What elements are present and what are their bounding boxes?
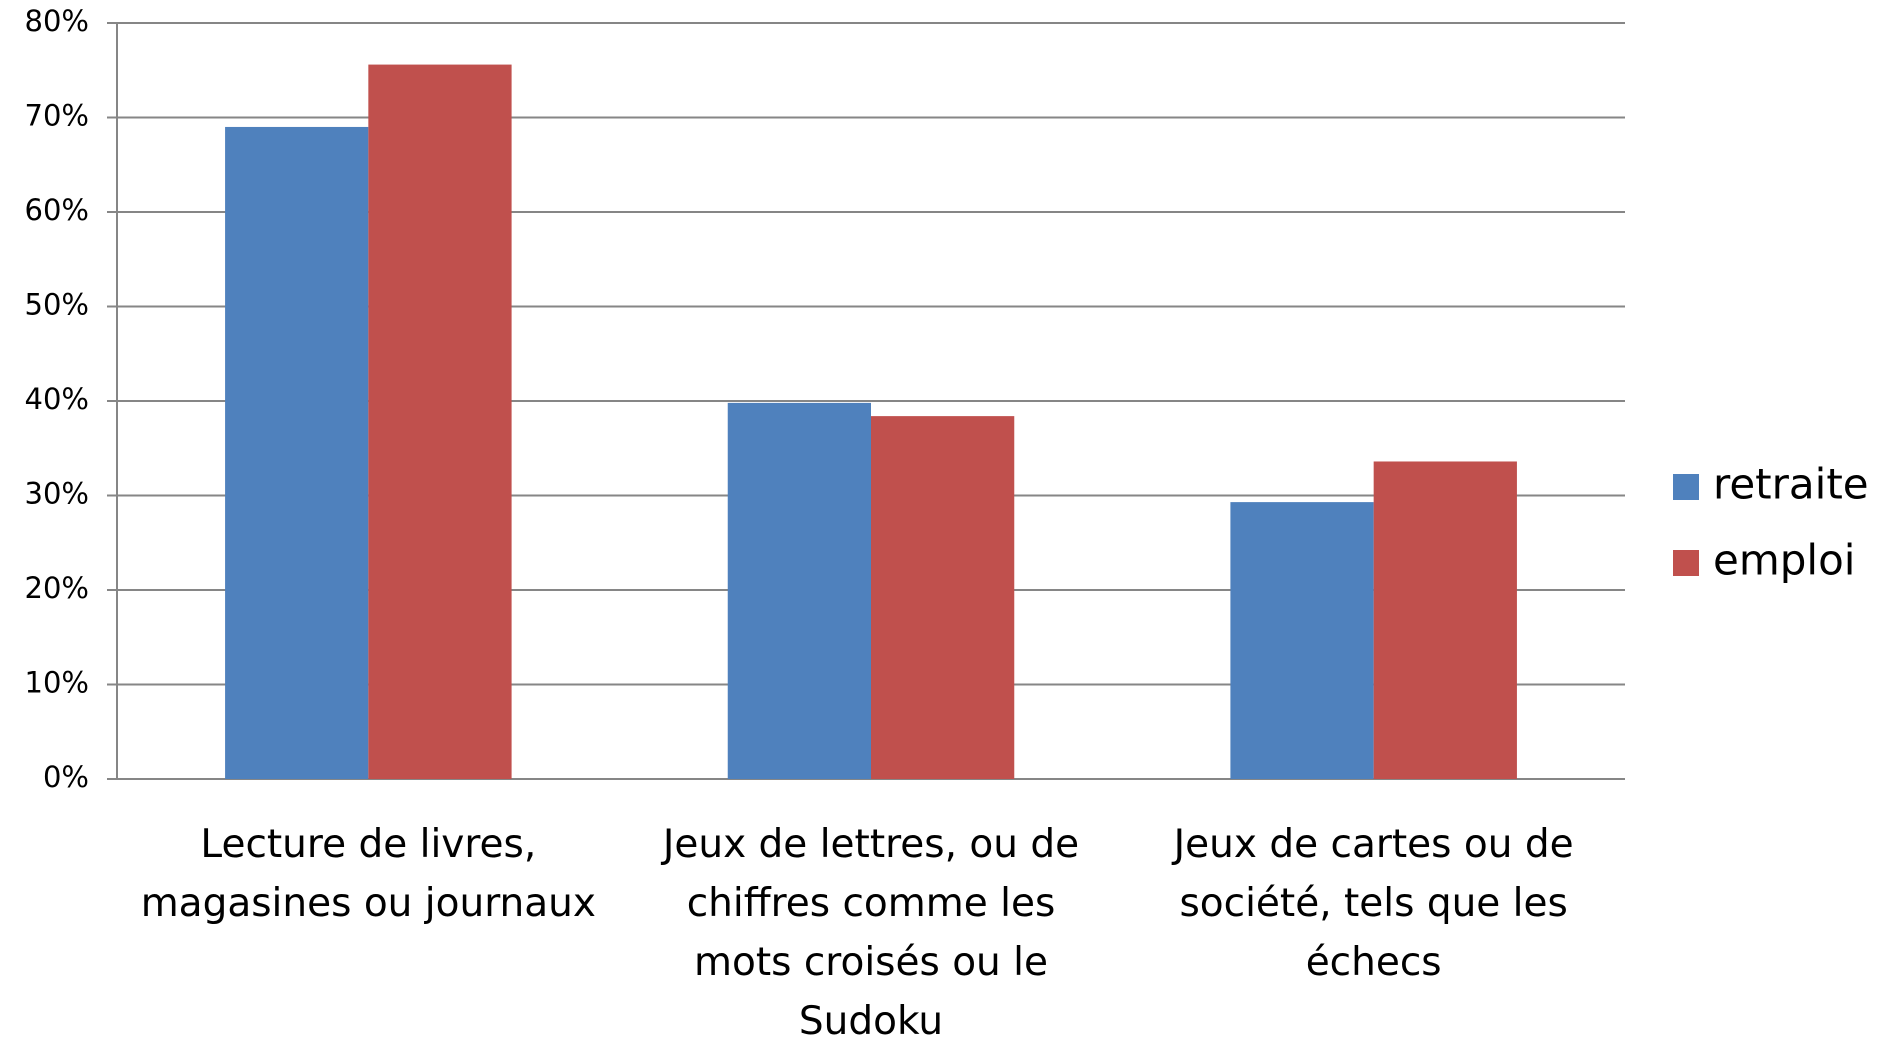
y-tick-label: 0% [43, 760, 89, 794]
y-tick-label: 70% [25, 99, 89, 133]
legend-swatch [1673, 550, 1699, 576]
y-tick-label: 20% [25, 571, 89, 605]
y-tick-label: 60% [25, 193, 89, 227]
y-tick-label: 80% [25, 4, 89, 38]
legend-label: emploi [1713, 536, 1855, 585]
legend-swatch [1673, 474, 1699, 500]
bar [225, 126, 369, 779]
bar [1230, 502, 1374, 779]
bar [727, 402, 871, 779]
x-tick-label: Lecture de livres, magasines ou journaux [140, 822, 596, 926]
bar [871, 416, 1015, 779]
x-tick-label: Jeux de lettres, ou de chiffres comme le… [662, 822, 1080, 1038]
bar [368, 64, 512, 779]
y-tick-label: 10% [25, 666, 89, 700]
y-tick-label: 50% [25, 288, 89, 322]
x-tick-label: Jeux de cartes ou de société, tels que l… [1173, 822, 1574, 985]
legend-label: retraite [1713, 460, 1869, 509]
y-tick-label: 30% [25, 477, 89, 511]
y-tick-label: 40% [25, 382, 89, 416]
bar [1373, 461, 1517, 779]
